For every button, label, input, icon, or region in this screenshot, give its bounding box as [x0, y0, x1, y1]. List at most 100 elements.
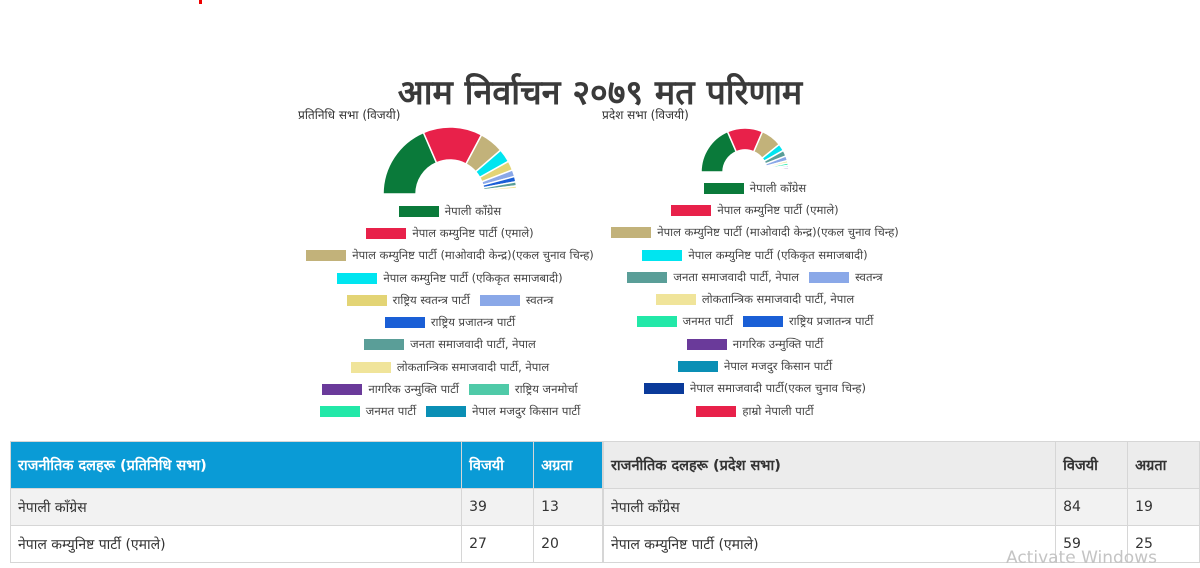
legend-item[interactable]: हाम्रो नेपाली पार्टी: [696, 403, 814, 419]
legend-label: नेपाल कम्युनिष्ट पार्टी (माओवादी केन्द्र…: [657, 225, 899, 240]
legend-item[interactable]: नेपाल मजदुर किसान पार्टी: [677, 359, 833, 374]
legend-item[interactable]: स्वतन्त्र: [809, 270, 883, 285]
legend-item[interactable]: नेपाली काँग्रेस: [398, 204, 501, 219]
legend-row: नेपाल मजदुर किसान पार्टी: [595, 355, 915, 377]
legend-swatch: [479, 294, 520, 306]
leading-cell: 20: [533, 525, 603, 563]
legend-row: लोकतान्त्रिक समाजवादी पार्टी, नेपाल: [290, 356, 610, 378]
legend-item[interactable]: नेपाल कम्युनिष्ट पार्टी (एमाले): [366, 225, 534, 241]
party-cell: नेपाल कम्युनिष्ट पार्टी (एमाले): [602, 525, 1057, 563]
legend-item[interactable]: स्वतन्त्र: [479, 292, 554, 308]
legend-label: लोकतान्त्रिक समाजवादी पार्टी, नेपाल: [701, 292, 855, 307]
legend-label: स्वतन्त्र: [525, 292, 554, 307]
column-header-leading[interactable]: अग्रता: [533, 441, 603, 489]
party-cell: नेपाली काँग्रेस: [9, 488, 463, 526]
legend-swatch: [306, 250, 347, 262]
legend-item[interactable]: लोकतान्त्रिक समाजवादी पार्टी, नेपाल: [350, 359, 550, 375]
legend-item[interactable]: जनमत पार्टी: [636, 314, 733, 329]
legend-item[interactable]: नेपाल मजदुर किसान पार्टी: [426, 404, 580, 419]
slice-12[interactable]: [483, 191, 518, 195]
table-row: नेपाली काँग्रेस 39 13: [9, 488, 603, 526]
chart-legend: नेपाली काँग्रेस नेपाल कम्युनिष्ट पार्टी (…: [595, 177, 915, 422]
table-header-row: राजनीतिक दलहरू (प्रतिनिधि सभा) विजयी अग्…: [9, 441, 603, 489]
legend-row: नेपाली काँग्रेस: [290, 200, 610, 222]
legend-swatch: [809, 271, 850, 283]
slice-12[interactable]: [766, 170, 790, 173]
legend-item[interactable]: नागरिक उन्मुक्ति पार्टी: [322, 382, 459, 397]
legend-swatch: [468, 384, 509, 396]
legend-item[interactable]: नेपाल कम्युनिष्ट पार्टी (माओवादी केन्द्र…: [306, 248, 594, 263]
legend-row: जनमत पार्टी राष्ट्रिय प्रजातन्त्र पार्टी: [595, 311, 915, 333]
legend-row: राष्ट्रिय प्रजातन्त्र पार्टी: [290, 311, 610, 333]
legend-row: नेपाली काँग्रेस: [595, 177, 915, 199]
legend-item[interactable]: नेपाल समाजवादी पार्टी(एकल चुनाव चिन्ह): [643, 381, 867, 396]
legend-swatch: [636, 316, 677, 328]
legend-label: नेपाल कम्युनिष्ट पार्टी (एकिकृत समाजबादी…: [688, 247, 868, 262]
legend-item[interactable]: जनता समाजवादी पार्टी, नेपाल: [364, 337, 536, 352]
legend-label: नागरिक उन्मुक्ति पार्टी: [368, 382, 459, 397]
donut-chart: [700, 127, 790, 173]
legend-item[interactable]: नेपाली काँग्रेस: [703, 180, 807, 196]
legend-label: स्वतन्त्र: [855, 269, 883, 284]
legend-row: हाम्रो नेपाली पार्टी: [595, 400, 915, 422]
legend-label: नेपाल समाजवादी पार्टी(एकल चुनाव चिन्ह): [689, 381, 867, 396]
won-cell: 27: [461, 525, 535, 563]
column-header-leading[interactable]: अग्रता: [1127, 441, 1200, 489]
column-header-won[interactable]: विजयी: [1055, 441, 1129, 489]
legend-item[interactable]: नेपाल कम्युनिष्ट पार्टी (एमाले): [671, 202, 839, 218]
legend-swatch: [398, 205, 439, 217]
legend-label: जनमत पार्टी: [682, 314, 733, 329]
legend-row: राष्ट्रिय स्वतन्त्र पार्टी स्वतन्त्र: [290, 289, 610, 311]
legend-item[interactable]: जनमत पार्टी: [319, 404, 416, 419]
legend-label: राष्ट्रिय स्वतन्त्र पार्टी: [392, 292, 470, 307]
legend-item[interactable]: राष्ट्रिय प्रजातन्त्र पार्टी: [742, 314, 873, 329]
legend-item[interactable]: नेपाल कम्युनिष्ट पार्टी (एकिकृत समाजबादी…: [642, 247, 868, 263]
legend-label: लोकतान्त्रिक समाजवादी पार्टी, नेपाल: [396, 359, 550, 374]
legend-label: नेपाल कम्युनिष्ट पार्टी (एमाले): [717, 202, 839, 217]
legend-label: नेपाल मजदुर किसान पार्टी: [723, 359, 833, 374]
won-cell: 39: [461, 488, 535, 526]
column-header-won[interactable]: विजयी: [461, 441, 535, 489]
chart-legend: नेपाली काँग्रेस नेपाल कम्युनिष्ट पार्टी (…: [290, 200, 610, 423]
won-cell: 59: [1055, 525, 1129, 563]
legend-item[interactable]: नेपाल कम्युनिष्ट पार्टी (माओवादी केन्द्र…: [611, 225, 899, 240]
legend-label: नागरिक उन्मुक्ति पार्टी: [732, 336, 824, 351]
legend-label: राष्ट्रिय प्रजातन्त्र पार्टी: [430, 315, 516, 330]
legend-item[interactable]: लोकतान्त्रिक समाजवादी पार्टी, नेपाल: [655, 292, 855, 307]
legend-swatch: [319, 406, 360, 418]
legend-swatch: [643, 383, 684, 395]
legend-label: नेपाली काँग्रेस: [749, 180, 807, 195]
legend-label: नेपाल मजदुर किसान पार्टी: [472, 404, 581, 419]
party-cell: नेपाल कम्युनिष्ट पार्टी (एमाले): [9, 525, 463, 563]
legend-item[interactable]: राष्ट्रिय जनमोर्चा: [468, 382, 578, 397]
legend-item[interactable]: राष्ट्रिय स्वतन्त्र पार्टी: [346, 292, 470, 308]
leading-cell: 25: [1127, 525, 1200, 563]
donut-chart: [382, 126, 518, 195]
legend-swatch: [426, 406, 467, 418]
legend-label: हाम्रो नेपाली पार्टी: [742, 403, 814, 418]
column-header-party[interactable]: राजनीतिक दलहरू (प्रदेश सभा): [602, 441, 1057, 489]
legend-item[interactable]: राष्ट्रिय प्रजातन्त्र पार्टी: [384, 315, 516, 330]
legend-row: लोकतान्त्रिक समाजवादी पार्टी, नेपाल: [595, 288, 915, 310]
won-cell: 84: [1055, 488, 1129, 526]
house-results-table: राजनीतिक दलहरू (प्रतिनिधि सभा) विजयी अग्…: [9, 441, 603, 563]
legend-swatch: [611, 227, 652, 239]
legend-item[interactable]: नागरिक उन्मुक्ति पार्टी: [686, 336, 824, 352]
legend-swatch: [364, 339, 405, 351]
legend-label: नेपाल कम्युनिष्ट पार्टी (माओवादी केन्द्र…: [352, 248, 594, 263]
legend-item[interactable]: नेपाल कम्युनिष्ट पार्टी (एकिकृत समाजबादी…: [337, 271, 563, 286]
legend-label: जनता समाजवादी पार्टी, नेपाल: [410, 337, 536, 352]
legend-label: नेपाल कम्युनिष्ट पार्टी (एमाले): [412, 225, 534, 240]
legend-row: नागरिक उन्मुक्ति पार्टी राष्ट्रिय जनमोर्च…: [290, 378, 610, 400]
column-header-party[interactable]: राजनीतिक दलहरू (प्रतिनिधि सभा): [9, 441, 463, 489]
legend-swatch: [686, 338, 727, 350]
legend-swatch: [677, 361, 718, 373]
legend-swatch: [627, 271, 668, 283]
table-row: नेपाली काँग्रेस 84 19: [602, 488, 1200, 526]
legend-swatch: [322, 384, 363, 396]
legend-row: नागरिक उन्मुक्ति पार्टी: [595, 333, 915, 355]
legend-item[interactable]: जनता समाजवादी पार्टी, नेपाल: [627, 270, 799, 285]
provincial-results-table: राजनीतिक दलहरू (प्रदेश सभा) विजयी अग्रता…: [602, 441, 1200, 563]
page-title: आम निर्वाचन २०७९ मत परिणाम: [397, 73, 803, 113]
chart-title: प्रदेश सभा (विजयी): [602, 108, 689, 122]
